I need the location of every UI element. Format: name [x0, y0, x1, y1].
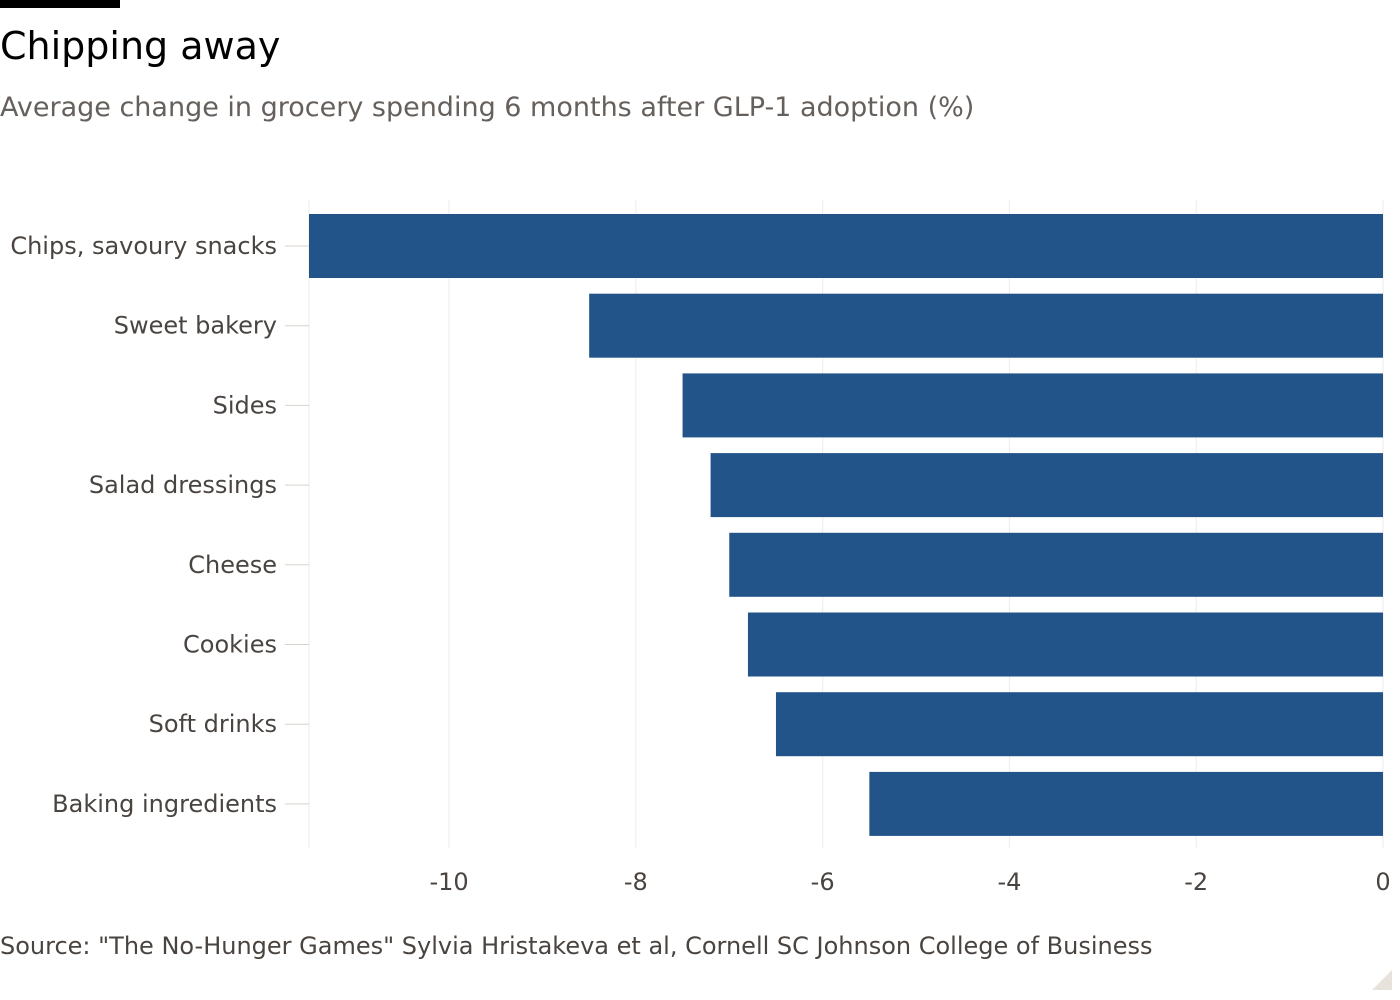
x-tick-label: 0 [1375, 868, 1390, 896]
bar [729, 532, 1383, 597]
bar [710, 453, 1383, 518]
category-label: Cheese [188, 551, 277, 579]
category-label: Sides [213, 391, 277, 419]
x-tick-label: -8 [624, 868, 648, 896]
bar-chart: Chips, savoury snacks Sweet bakery Sides Sa… [10, 200, 1391, 896]
bar [309, 214, 1383, 278]
corner-mark [1372, 970, 1392, 990]
chart-subtitle: Average change in grocery spending 6 mon… [0, 92, 975, 123]
top-rule [0, 0, 120, 8]
x-tick-label: -10 [429, 868, 468, 896]
bar [747, 612, 1383, 677]
x-tick-label: -2 [1184, 868, 1208, 896]
category-label: Chips, savoury snacks [10, 232, 277, 260]
bar [682, 373, 1383, 438]
category-label: Cookies [183, 631, 277, 659]
x-tick-label: -6 [811, 868, 835, 896]
bar [869, 771, 1383, 836]
category-label: Soft drinks [149, 710, 277, 738]
chart-title: Chipping away [0, 24, 281, 68]
category-label: Baking ingredients [52, 790, 277, 818]
category-label: Salad dressings [89, 471, 277, 499]
source-note: Source: "The No-Hunger Games" Sylvia Hri… [0, 932, 1153, 960]
x-tick-label: -4 [997, 868, 1021, 896]
category-label: Sweet bakery [114, 312, 277, 340]
bar [775, 692, 1383, 757]
bar [589, 293, 1383, 358]
